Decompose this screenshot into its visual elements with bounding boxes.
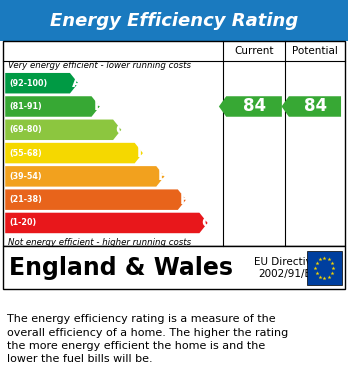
Text: 84: 84 — [304, 97, 327, 115]
Bar — [0, 0, 348, 41]
Polygon shape — [5, 166, 165, 187]
Text: F: F — [180, 193, 189, 207]
Text: (69-80): (69-80) — [9, 125, 42, 134]
Polygon shape — [282, 96, 341, 117]
Polygon shape — [5, 73, 78, 93]
Text: Very energy efficient - lower running costs: Very energy efficient - lower running co… — [8, 61, 191, 70]
Bar — [3, 246, 345, 289]
Text: G: G — [201, 216, 213, 230]
Text: England & Wales: England & Wales — [9, 256, 233, 280]
Text: (81-91): (81-91) — [9, 102, 42, 111]
Text: (21-38): (21-38) — [9, 195, 42, 204]
Text: D: D — [136, 146, 148, 160]
Text: E: E — [158, 169, 167, 183]
Text: Energy Efficiency Rating: Energy Efficiency Rating — [50, 11, 298, 30]
Text: Not energy efficient - higher running costs: Not energy efficient - higher running co… — [8, 238, 191, 247]
Text: EU Directive
2002/91/EC: EU Directive 2002/91/EC — [254, 257, 318, 279]
Bar — [307, 251, 342, 285]
Text: (1-20): (1-20) — [9, 219, 37, 228]
Text: Current: Current — [234, 46, 274, 56]
Text: Potential: Potential — [292, 46, 338, 56]
Polygon shape — [219, 96, 282, 117]
Polygon shape — [5, 143, 143, 163]
Polygon shape — [5, 96, 100, 117]
Text: (55-68): (55-68) — [9, 149, 42, 158]
Polygon shape — [5, 120, 121, 140]
Text: B: B — [93, 99, 104, 113]
Polygon shape — [5, 189, 186, 210]
Text: (92-100): (92-100) — [9, 79, 48, 88]
Text: C: C — [115, 123, 125, 137]
Text: A: A — [72, 76, 82, 90]
Polygon shape — [5, 213, 208, 233]
Bar — [3, 41, 345, 246]
Text: (39-54): (39-54) — [9, 172, 42, 181]
Text: 84: 84 — [243, 97, 266, 115]
Text: The energy efficiency rating is a measure of the
overall efficiency of a home. T: The energy efficiency rating is a measur… — [7, 314, 288, 364]
